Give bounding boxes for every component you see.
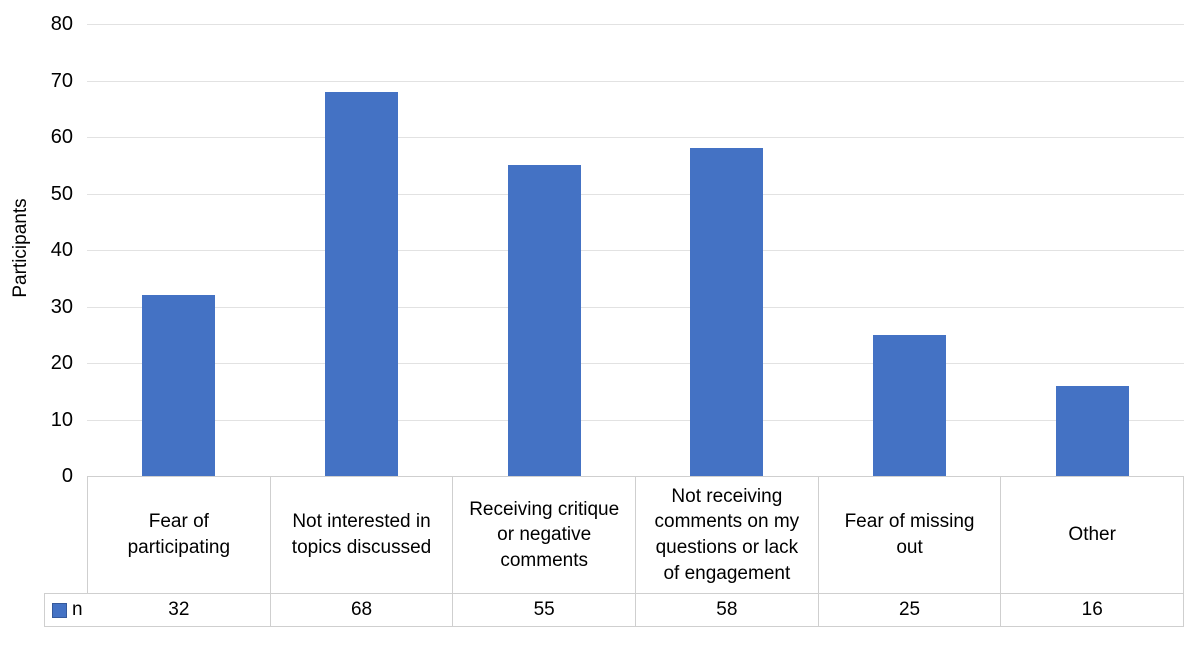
gridline [87, 24, 1184, 25]
category-cell: Not interested in topics discussed [269, 477, 453, 593]
category-cell: Fear of participating [127, 511, 231, 558]
value-cell: 68 [269, 594, 453, 626]
bar [324, 91, 398, 476]
value-cell: 25 [817, 594, 1001, 626]
y-tick-label: 60 [50, 126, 73, 148]
y-tick-label: 0 [61, 465, 73, 487]
gridline [87, 137, 1184, 138]
gridline [87, 419, 1184, 421]
legend-cell: n [44, 593, 88, 627]
category-cell: Not receiving comments on my questions o… [635, 477, 818, 593]
gridline [87, 363, 1184, 364]
category-cell: Receiving critique or negative comments [452, 477, 635, 593]
category-header-row: Fear of participating Not interested in t… [88, 477, 1183, 593]
value-cell: 16 [1000, 594, 1183, 626]
gridline [87, 250, 1184, 251]
category-cell: Fear of missing out [817, 477, 1001, 593]
y-tick-label: 30 [50, 295, 73, 318]
bar [507, 165, 581, 476]
y-tick-label: 40 [50, 239, 73, 261]
y-tick-label: 70 [50, 69, 73, 92]
plot-area [87, 24, 1184, 476]
gridline [87, 306, 1184, 308]
category-cell: Other [1000, 477, 1183, 593]
bar [873, 334, 947, 476]
y-tick-label: 80 [50, 13, 73, 35]
y-tick-label: 10 [50, 408, 73, 431]
series-value-row: 32 68 55 58 25 16 [88, 593, 1183, 626]
bar [1056, 385, 1130, 476]
value-cell: 58 [635, 594, 818, 626]
data-table: Fear of participating Not interested in t… [87, 476, 1184, 627]
bar [690, 148, 764, 476]
value-cell: 32 [168, 599, 190, 620]
gridline [87, 193, 1184, 195]
series-color-swatch-icon [52, 602, 67, 618]
value-cell: 55 [452, 594, 635, 626]
bar [141, 295, 215, 476]
y-tick-label: 50 [50, 182, 73, 205]
y-tick-label: 20 [50, 352, 73, 374]
legend-series-name: n [72, 599, 83, 620]
gridline [87, 80, 1184, 82]
